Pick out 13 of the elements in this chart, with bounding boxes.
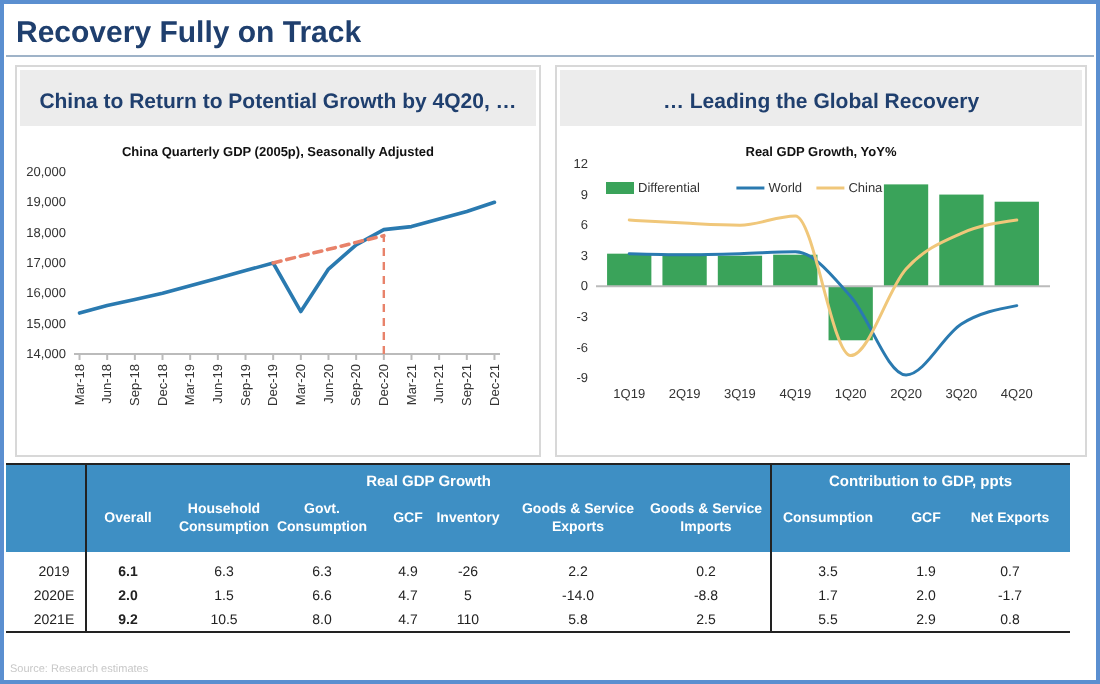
text: Recovery Fully on Track (16, 16, 363, 50)
bar (883, 184, 929, 287)
bar (607, 253, 652, 287)
bar (939, 194, 984, 287)
line-series (627, 250, 1019, 377)
bar (994, 201, 1039, 287)
chart-subtitle: China to Return to Potential Growth by 4Q20, … (39, 90, 517, 114)
chart-subtitle: … Leading the Global Recovery (662, 90, 980, 114)
line-series (77, 200, 497, 315)
bar (717, 255, 763, 287)
line-series (627, 214, 1019, 358)
bar (773, 254, 818, 287)
bar (662, 253, 707, 287)
